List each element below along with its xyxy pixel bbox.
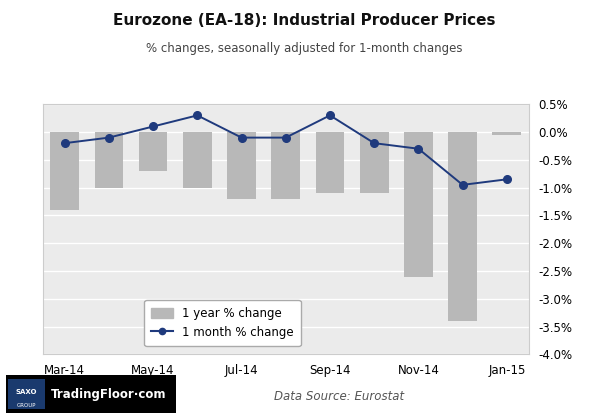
Legend: 1 year % change, 1 month % change: 1 year % change, 1 month % change	[144, 300, 301, 346]
Bar	[360, 132, 389, 193]
FancyBboxPatch shape	[8, 379, 45, 409]
Bar	[227, 132, 256, 199]
Bar	[492, 132, 521, 135]
Bar	[404, 132, 433, 276]
Text: TradingFloor·com: TradingFloor·com	[50, 387, 166, 401]
Text: Data Source: Eurostat: Data Source: Eurostat	[274, 389, 404, 403]
Bar	[94, 132, 123, 188]
Bar	[271, 132, 300, 199]
Text: SAXO: SAXO	[16, 389, 37, 395]
Text: GROUP: GROUP	[17, 403, 36, 408]
Bar	[316, 132, 344, 193]
Bar	[50, 132, 79, 210]
Text: Eurozone (EA-18): Industrial Producer Prices: Eurozone (EA-18): Industrial Producer Pr…	[112, 13, 496, 28]
Bar	[448, 132, 477, 321]
Bar	[139, 132, 167, 171]
Bar	[183, 132, 212, 188]
Text: % changes, seasonally adjusted for 1-month changes: % changes, seasonally adjusted for 1-mon…	[146, 42, 462, 55]
